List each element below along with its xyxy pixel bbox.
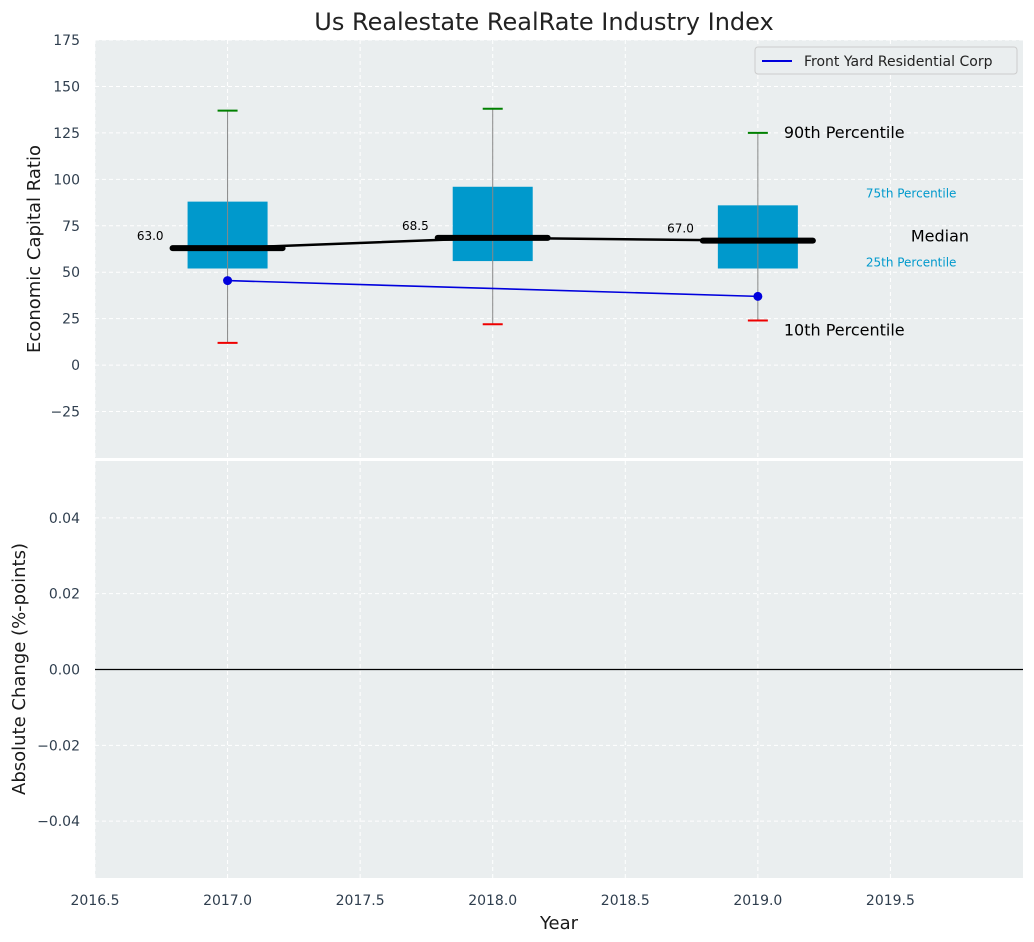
top-y-axis-title: Economic Capital Ratio	[24, 145, 45, 353]
top-y-tick-label: 150	[53, 79, 80, 95]
x-tick-label: 2019.0	[733, 893, 782, 909]
median-data-label: 63.0	[137, 229, 164, 243]
top-annotations: 90th Percentile 10th Percentile 75th Perce…	[784, 123, 969, 340]
x-tick-label: 2018.0	[468, 893, 517, 909]
top-y-tick-label: 75	[62, 219, 80, 235]
legend: Front Yard Residential Corp	[754, 46, 1018, 75]
legend-box	[754, 46, 1018, 75]
annotation-p75: 75th Percentile	[866, 186, 957, 200]
bottom-y-tick-label: −0.02	[37, 738, 80, 754]
top-boxes: 63.0 68.5 67.0	[137, 107, 816, 344]
x-tick-label: 2019.5	[866, 893, 915, 909]
bottom-y-ticks: −0.04 −0.02 0.00 0.02 0.04	[37, 511, 80, 830]
bottom-y-axis-title: Absolute Change (%-points)	[9, 543, 30, 795]
x-axis-title: Year	[539, 913, 579, 934]
annotation-median: Median	[911, 227, 969, 246]
x-tick-label: 2017.5	[336, 893, 385, 909]
top-y-tick-label: 125	[53, 126, 80, 142]
x-tick-label: 2016.5	[71, 893, 120, 909]
top-y-ticks: −25 0 25 50 75 100 125 150 175	[50, 33, 80, 421]
bottom-y-tick-label: 0.00	[49, 663, 80, 679]
x-tick-label: 2018.5	[601, 893, 650, 909]
series-point	[223, 276, 233, 286]
x-tick-label: 2017.0	[203, 893, 252, 909]
median-data-label: 67.0	[667, 222, 694, 236]
annotation-p25: 25th Percentile	[866, 256, 957, 270]
top-y-tick-label: 175	[53, 33, 80, 49]
top-y-tick-label: 100	[53, 172, 80, 188]
bottom-y-tick-label: 0.02	[49, 587, 80, 603]
legend-label-front-yard: Front Yard Residential Corp	[804, 54, 993, 70]
median-data-label: 68.5	[402, 219, 429, 233]
top-series	[223, 276, 763, 301]
bottom-y-tick-label: 0.04	[49, 511, 80, 527]
chart-title: Us Realestate RealRate Industry Index	[314, 8, 773, 36]
top-y-tick-label: 0	[71, 358, 80, 374]
top-y-tick-label: −25	[50, 405, 80, 421]
series-point	[753, 291, 763, 301]
top-y-tick-label: 25	[62, 312, 80, 328]
bottom-x-ticks: 2016.5 2017.0 2017.5 2018.0 2018.5 2019.0 2019…	[71, 893, 915, 909]
top-y-tick-label: 50	[62, 265, 80, 281]
top-grid	[94, 39, 1023, 458]
annotation-p90: 90th Percentile	[784, 123, 905, 142]
series-line	[227, 279, 758, 298]
annotation-p10: 10th Percentile	[784, 321, 905, 340]
bottom-y-tick-label: −0.04	[37, 814, 80, 830]
